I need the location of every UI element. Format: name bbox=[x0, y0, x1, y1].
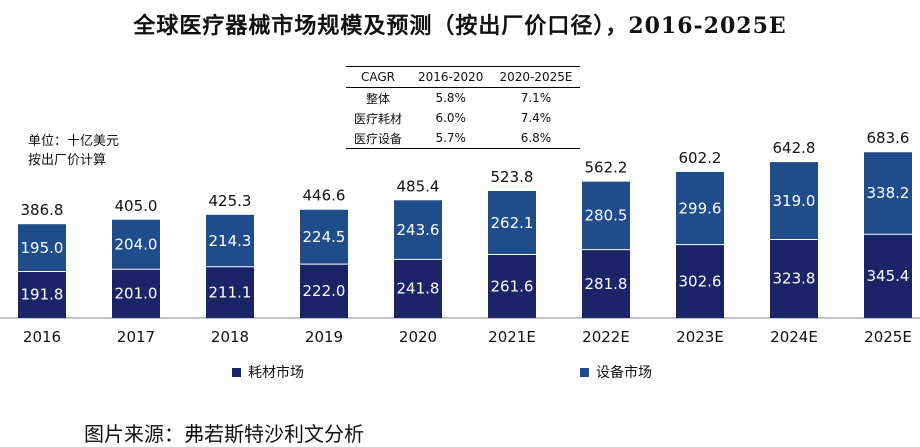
cagr-header-row: CAGR 2016-2020 2020-2025E bbox=[346, 66, 581, 88]
cagr-cell: 6.8% bbox=[491, 128, 581, 149]
legend-consumables-swatch bbox=[232, 368, 241, 377]
bar-consumables bbox=[676, 244, 724, 318]
data-label-consumables: 211.1 bbox=[209, 283, 252, 301]
x-tick-label: 2017 bbox=[117, 328, 155, 346]
x-tick-label: 2016 bbox=[23, 328, 61, 346]
data-label-equipment: 319.0 bbox=[773, 192, 816, 210]
data-label-total: 523.8 bbox=[491, 168, 534, 186]
data-label-equipment: 195.0 bbox=[21, 239, 64, 257]
data-label-consumables: 201.0 bbox=[115, 285, 158, 303]
unit-line: 单位：十亿美元 bbox=[28, 134, 120, 149]
x-tick-label: 2019 bbox=[305, 328, 343, 346]
data-label-consumables: 281.8 bbox=[585, 275, 628, 293]
cagr-row-label: 整体 bbox=[366, 91, 391, 106]
data-label-equipment: 224.5 bbox=[303, 228, 346, 246]
cagr-table: CAGR 2016-2020 2020-2025E 整体 5.8% 7.1% 医… bbox=[346, 66, 581, 149]
cagr-header-period-1: 2016-2020 bbox=[410, 66, 492, 88]
x-tick-label: 2025E bbox=[864, 328, 912, 346]
data-label-total: 386.8 bbox=[21, 201, 64, 219]
bar-consumables bbox=[582, 249, 630, 318]
cagr-row-consumables: 医疗耗材 6.0% 7.4% bbox=[346, 108, 580, 128]
data-label-total: 425.3 bbox=[209, 192, 252, 210]
data-label-equipment: 243.6 bbox=[397, 221, 440, 239]
x-tick-label: 2021E bbox=[488, 328, 536, 346]
unit-line: 按出厂价计算 bbox=[28, 153, 107, 168]
x-tick-label: 2023E bbox=[676, 328, 724, 346]
cagr-cell: 6.0% bbox=[435, 111, 466, 125]
bar-consumables bbox=[206, 266, 254, 318]
unit-note: 单位：十亿美元 按出厂价计算 bbox=[28, 132, 119, 170]
bar-equipment bbox=[676, 171, 724, 245]
data-label-consumables: 222.0 bbox=[303, 282, 346, 300]
chart-title: 全球医疗器械市场规模及预测（按出厂价口径），2016-2025E bbox=[133, 13, 787, 39]
cagr-row-label: 医疗设备 bbox=[346, 128, 411, 149]
bar-consumables bbox=[488, 254, 536, 318]
data-label-consumables: 345.4 bbox=[867, 267, 910, 285]
cagr-row-overall: 整体 5.8% 7.1% bbox=[346, 88, 580, 109]
x-tick-label: 2024E bbox=[770, 328, 818, 346]
data-label-consumables: 323.8 bbox=[773, 270, 816, 288]
data-label-total: 602.2 bbox=[679, 149, 722, 167]
x-tick-label: 2018 bbox=[211, 328, 249, 346]
data-label-consumables: 302.6 bbox=[679, 272, 722, 290]
bar-equipment bbox=[206, 214, 254, 267]
data-label-total: 683.6 bbox=[867, 129, 910, 147]
data-label-total: 642.8 bbox=[773, 139, 816, 157]
bar-equipment bbox=[770, 162, 818, 240]
stacked-bar-chart: 191.8 195.0 386.8 2016 201.0 204.0 405.0 2017 21… bbox=[0, 129, 920, 381]
x-tick-label: 2022E bbox=[582, 328, 630, 346]
data-label-equipment: 338.2 bbox=[867, 184, 910, 202]
bar-equipment bbox=[582, 181, 630, 250]
cagr-row-label: 医疗耗材 bbox=[354, 111, 403, 126]
legend-equipment-label: 设备市场 bbox=[596, 364, 652, 381]
data-label-consumables: 241.8 bbox=[397, 280, 440, 298]
cagr-cell: 7.1% bbox=[520, 91, 552, 105]
data-label-equipment: 280.5 bbox=[585, 207, 628, 225]
bar-consumables bbox=[770, 239, 818, 318]
bar-equipment bbox=[112, 219, 160, 270]
data-label-total: 485.4 bbox=[397, 177, 440, 195]
legend-equipment-swatch bbox=[580, 368, 589, 377]
cagr-row-equipment: 医疗设备 5.7% 6.8% bbox=[346, 128, 581, 149]
bar-consumables bbox=[864, 234, 912, 318]
bar-equipment bbox=[18, 224, 66, 272]
data-label-equipment: 262.1 bbox=[491, 214, 534, 232]
data-label-equipment: 214.3 bbox=[209, 232, 252, 250]
data-label-total: 446.6 bbox=[303, 187, 346, 205]
data-label-total: 405.0 bbox=[115, 197, 158, 215]
bar-consumables bbox=[394, 259, 442, 318]
data-label-consumables: 191.8 bbox=[21, 286, 64, 304]
legend-consumables-label: 耗材市场 bbox=[248, 364, 304, 381]
x-tick-label: 2020 bbox=[399, 328, 437, 346]
cagr-cell: 7.4% bbox=[520, 111, 552, 125]
data-label-consumables: 261.6 bbox=[491, 277, 534, 295]
data-label-total: 562.2 bbox=[585, 159, 628, 177]
cagr-cell: 5.8% bbox=[435, 91, 466, 105]
bar-equipment bbox=[300, 209, 348, 265]
bar-equipment bbox=[394, 200, 442, 260]
cagr-header-period-2: 2020-2025E bbox=[491, 66, 581, 88]
source-note: 图片来源：弗若斯特沙利文分析 bbox=[84, 422, 364, 446]
bar-consumables bbox=[112, 269, 160, 318]
bar-equipment bbox=[864, 152, 912, 235]
bar-equipment bbox=[488, 191, 536, 255]
data-label-equipment: 299.6 bbox=[679, 199, 722, 217]
bar-consumables bbox=[18, 271, 66, 318]
cagr-cell: 5.7% bbox=[410, 128, 492, 149]
data-label-equipment: 204.0 bbox=[115, 236, 158, 254]
bar-consumables bbox=[300, 264, 348, 318]
cagr-header-label: CAGR bbox=[346, 66, 411, 88]
